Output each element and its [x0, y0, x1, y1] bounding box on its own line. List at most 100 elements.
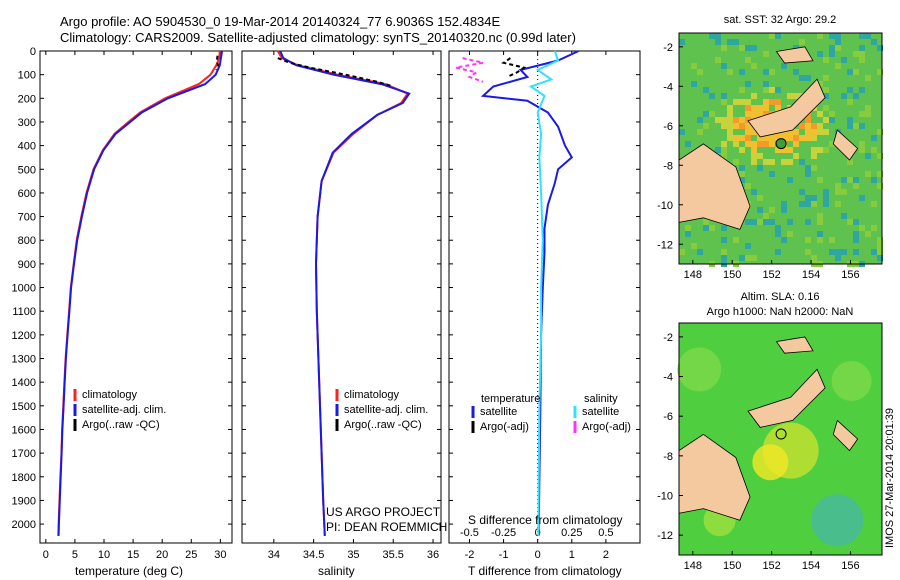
map-cell	[853, 237, 859, 243]
map-cell	[799, 159, 805, 165]
map-cell	[709, 93, 715, 99]
map-cell	[847, 123, 853, 129]
map-cell	[727, 105, 733, 111]
y-tick-label: 400	[18, 141, 36, 153]
map-cell	[793, 141, 799, 147]
map-cell	[745, 141, 751, 147]
x-tick-label: -1	[499, 549, 509, 561]
map-cell	[727, 111, 733, 117]
map-cell	[871, 39, 877, 45]
map-cell	[775, 99, 781, 105]
map-cell	[835, 45, 841, 51]
map-cell	[811, 201, 817, 207]
map-cell	[751, 45, 757, 51]
y-tick-label: 500	[18, 164, 36, 176]
map-cell	[805, 219, 811, 225]
map-cell	[805, 171, 811, 177]
map-cell	[877, 69, 883, 75]
map-cell	[787, 159, 793, 165]
new-britain-landmass	[747, 368, 826, 428]
legend-label: climatology	[344, 389, 400, 401]
y-tick-label: -8	[663, 160, 673, 172]
map-cell	[745, 105, 751, 111]
map-cell	[775, 231, 781, 237]
bougainville-landmass	[832, 419, 859, 452]
map-cell	[877, 45, 883, 51]
map-cell	[781, 63, 787, 69]
map-cell	[787, 135, 793, 141]
temperature-plot: 0100200300400500600700800900100011001200…	[12, 46, 233, 561]
map-cell	[877, 249, 883, 255]
map-cell	[757, 135, 763, 141]
climatology-title: Climatology: CARS2009. Satellite-adjuste…	[60, 30, 576, 45]
map-cell	[817, 33, 823, 39]
map-cell	[847, 99, 853, 105]
map-cell	[793, 93, 799, 99]
x-tick-label: 152	[762, 560, 780, 572]
sla-map: 148 150 152 154 156 -2 -4 -6 -8 -10 -12	[657, 322, 883, 572]
map-cell	[781, 135, 787, 141]
map-cell	[829, 141, 835, 147]
map-cell	[781, 207, 787, 213]
x-tick-label: 2	[603, 549, 609, 561]
x-tick-label: 154	[802, 269, 820, 281]
map-cell	[805, 75, 811, 81]
map-cell	[685, 141, 691, 147]
map-cell	[853, 219, 859, 225]
map-cell	[829, 33, 835, 39]
map-cell	[769, 159, 775, 165]
map-cell	[697, 117, 703, 123]
x-tick-label: 150	[723, 269, 741, 281]
map-cell	[811, 153, 817, 159]
map-cell	[799, 135, 805, 141]
x-tick-label: 5	[72, 549, 78, 561]
map-cell	[799, 39, 805, 45]
map-cell	[841, 249, 847, 255]
map-cell	[763, 51, 769, 57]
map-cell	[805, 165, 811, 171]
legend-label: satellite	[582, 406, 619, 418]
map-cell	[865, 105, 871, 111]
y-tick-label: -12	[657, 239, 673, 251]
map-cell	[751, 93, 757, 99]
map-cell	[709, 225, 715, 231]
legend-label: satellite-adj. clim.	[82, 404, 166, 416]
map-cell	[787, 147, 793, 153]
project-pi: PI: DEAN ROEMMICH	[326, 520, 448, 534]
map-cell	[685, 231, 691, 237]
map-cell	[727, 123, 733, 129]
series-line-s-satellite	[528, 50, 560, 536]
map-cell	[733, 135, 739, 141]
t-difference-xlabel: T difference from climatology	[468, 564, 622, 578]
plot-frame	[448, 50, 641, 544]
map-cell	[841, 57, 847, 63]
x-tick-label: 36	[427, 549, 439, 561]
y-tick-label: -4	[663, 81, 673, 93]
map-cell	[817, 231, 823, 237]
map-cell	[835, 39, 841, 45]
map-cell	[829, 237, 835, 243]
map-cell	[763, 69, 769, 75]
map-cell	[739, 123, 745, 129]
y-tick-label: 300	[18, 117, 36, 129]
map-cell	[745, 129, 751, 135]
map-cell	[859, 111, 865, 117]
y-tick-label: 1800	[12, 472, 36, 484]
map-cell	[877, 171, 883, 177]
x-tick-label: 1	[569, 549, 575, 561]
map-cell	[871, 225, 877, 231]
map-cell	[781, 201, 787, 207]
map-cell	[715, 39, 721, 45]
x-tick-label: 35.5	[383, 549, 404, 561]
map-cell	[775, 147, 781, 153]
map-cell	[769, 207, 775, 213]
x2-tick-label: -0.25	[491, 527, 516, 539]
map-cell	[817, 219, 823, 225]
map-cell	[865, 171, 871, 177]
sst-map: 148 150 152 154 156 -2 -4 -6 -8 -10 -12	[657, 32, 883, 281]
map-cell	[679, 129, 685, 135]
map-cell	[829, 249, 835, 255]
map-cell	[739, 171, 745, 177]
map-cell	[733, 237, 739, 243]
map-cell	[733, 39, 739, 45]
